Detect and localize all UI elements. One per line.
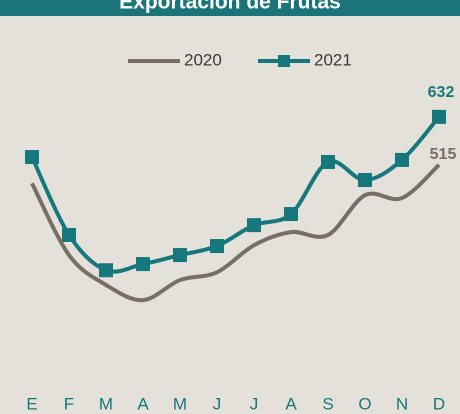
x-tick-label: E <box>26 394 37 413</box>
marker <box>210 239 224 254</box>
marker <box>99 263 113 278</box>
marker <box>284 207 298 222</box>
value-label: 632 <box>428 84 455 101</box>
legend-marker <box>278 55 290 67</box>
marker <box>395 152 409 167</box>
line-2020 <box>30 163 441 303</box>
x-tick-label: M <box>173 394 187 413</box>
marker <box>173 248 187 263</box>
x-tick-label: J <box>213 394 222 413</box>
marker <box>432 109 446 124</box>
x-tick-label: D <box>433 394 445 413</box>
value-label: 515 <box>430 146 457 163</box>
marker <box>136 257 150 272</box>
marker <box>321 154 335 169</box>
x-tick-label: O <box>358 394 371 413</box>
x-tick-label: A <box>285 394 297 413</box>
x-tick-label: N <box>396 394 408 413</box>
x-tick-label: A <box>137 394 149 413</box>
x-tick-label: J <box>250 394 259 413</box>
chart-title: Exportación de Frutas <box>119 0 341 14</box>
marker <box>62 227 76 242</box>
marker <box>247 218 261 233</box>
legend-label: 2021 <box>314 50 352 69</box>
x-tick-label: S <box>322 394 333 413</box>
x-tick-label: F <box>64 394 74 413</box>
x-tick-label: M <box>99 394 113 413</box>
marker <box>25 150 39 165</box>
legend-label: 2020 <box>184 50 222 69</box>
title-bar <box>0 0 460 16</box>
marker <box>358 173 372 188</box>
